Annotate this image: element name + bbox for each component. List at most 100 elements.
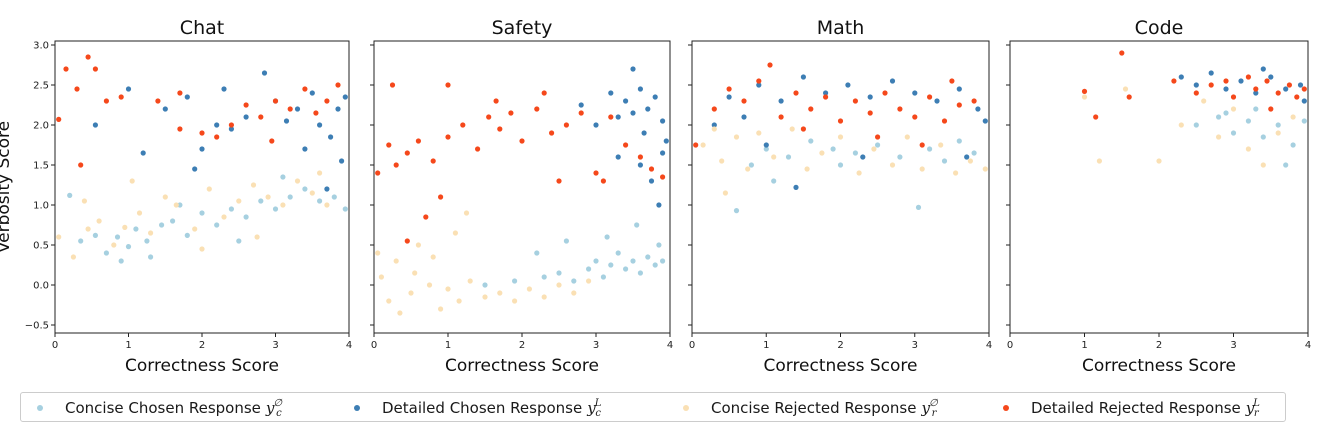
data-point-concise-chosen [897,154,903,160]
data-point-concise-rejected [393,258,399,264]
data-point-detailed-chosen [823,90,829,96]
data-point-concise-rejected [81,198,87,204]
data-point-detailed-rejected [808,106,814,112]
chart-panel-chat: Chat 0 1 2 3 4 −0.5 0.0 0.5 1.0 1.5 2.0 2.5 3.0 Correc… [0,17,352,376]
data-point-concise-rejected [129,178,135,184]
data-point-detailed-rejected [258,114,264,120]
data-point-concise-rejected [430,254,436,260]
data-point-detailed-chosen [593,122,599,128]
legend-label: Detailed Rejected Response [1031,399,1241,417]
data-point-concise-chosen [125,244,132,250]
data-point-concise-chosen [228,206,234,212]
data-point-concise-rejected [378,274,384,280]
data-point-concise-rejected [1230,106,1237,112]
data-point-detailed-chosen [956,86,962,92]
data-point-detailed-rejected [1245,74,1251,80]
data-point-detailed-chosen [630,66,636,72]
legend-item-concise-chosen: Concise Chosen Response y∅c [37,397,283,419]
data-point-concise-chosen [852,150,859,156]
data-point-concise-rejected [482,294,488,300]
data-point-concise-chosen [67,192,73,198]
data-point-detailed-chosen [1283,86,1289,92]
legend-symbol: y∅c [265,397,283,419]
data-point-detailed-chosen [615,154,621,160]
data-point-detailed-chosen [578,102,584,108]
data-point-concise-rejected [408,290,414,296]
data-point-detailed-chosen [660,150,666,156]
data-point-concise-rejected [221,214,227,220]
data-point-concise-rejected [967,158,974,164]
data-point-detailed-chosen [648,178,655,184]
data-point-detailed-chosen [192,166,198,172]
data-point-concise-rejected [173,202,179,208]
data-point-concise-chosen [927,146,933,152]
x-tick-label: 4 [667,340,673,351]
data-point-concise-chosen [1245,118,1251,124]
data-point-detailed-chosen [637,162,644,168]
data-point-concise-rejected [526,286,533,292]
data-point-detailed-chosen [663,138,669,144]
data-point-concise-rejected [919,166,925,172]
data-point-detailed-chosen [934,98,940,104]
data-point-concise-rejected [1081,94,1088,100]
data-point-concise-rejected [1260,162,1266,168]
legend-symbol: yLc [587,397,602,419]
data-point-detailed-chosen [660,118,666,124]
plot-frame [373,40,671,334]
x-tick-label: 2 [199,340,205,351]
data-point-detailed-rejected [228,122,234,128]
data-point-concise-chosen [656,242,662,248]
data-point-concise-rejected [415,242,421,248]
data-point-concise-rejected [1216,134,1222,140]
data-point-concise-rejected [206,186,212,192]
data-point-detailed-rejected [852,98,859,104]
data-point-concise-rejected [1178,122,1184,128]
data-point-concise-rejected [236,198,242,204]
y-tick-label: 1.5 [33,161,49,172]
x-tick-label: 0 [689,340,695,351]
data-point-concise-chosen [941,158,948,164]
data-point-detailed-rejected [837,118,844,124]
data-point-concise-chosen [1260,134,1266,140]
data-point-concise-rejected [122,224,128,230]
data-point-detailed-chosen [1208,70,1214,76]
legend-item-detailed-rejected: Detailed Rejected Response yLr [1003,397,1260,419]
data-point-detailed-chosen [793,184,799,190]
data-point-concise-chosen [604,234,610,240]
data-point-concise-chosen [1283,162,1289,168]
data-point-concise-rejected [571,290,577,296]
data-point-detailed-rejected [56,116,62,122]
data-point-detailed-rejected [623,142,629,148]
data-point-concise-rejected [162,194,168,200]
data-point-detailed-rejected [389,82,396,88]
x-tick-label: 4 [1305,340,1311,351]
data-point-detailed-rejected [971,98,977,104]
data-point-concise-chosen [556,270,562,276]
data-point-detailed-chosen [800,74,807,80]
data-point-concise-rejected [463,210,470,216]
data-point-concise-chosen [763,146,769,152]
data-point-concise-rejected [938,142,944,148]
data-point-concise-rejected [1122,86,1129,92]
data-point-concise-chosen [600,274,607,280]
data-point-concise-rejected [804,166,810,172]
data-point-detailed-rejected [800,126,807,132]
data-point-detailed-rejected [1119,50,1125,56]
data-point-detailed-chosen [261,70,268,76]
data-point-detailed-rejected [1081,88,1088,94]
data-point-concise-chosen [236,238,242,244]
data-point-concise-chosen [1230,130,1237,136]
data-point-detailed-chosen [1297,82,1304,88]
data-point-detailed-rejected [85,54,91,60]
x-tick-label: 2 [519,340,525,351]
data-point-detailed-rejected [912,114,918,120]
data-point-detailed-chosen [328,134,334,140]
legend-symbol: yLr [1245,397,1260,419]
data-point-concise-rejected [324,202,330,208]
data-point-detailed-chosen [1223,86,1229,92]
data-point-concise-chosen [785,154,792,160]
legend: Concise Chosen Response y∅c Detailed Cho… [20,392,1286,422]
data-point-detailed-chosen [867,94,873,100]
data-point-concise-chosen [1193,122,1199,128]
data-point-concise-chosen [1223,110,1229,116]
